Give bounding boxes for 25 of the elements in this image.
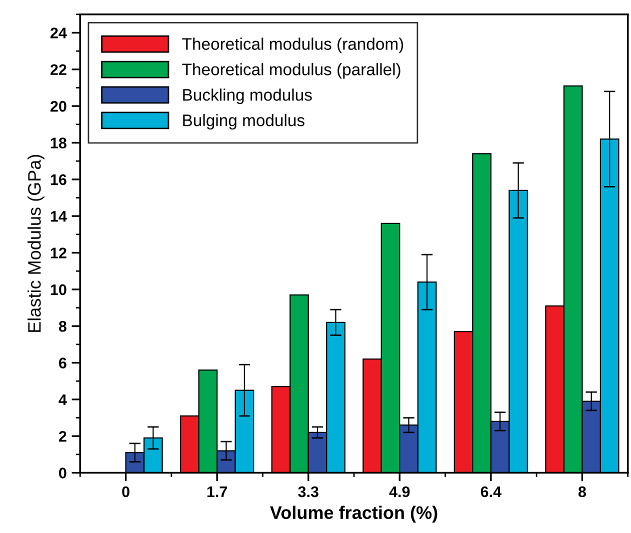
y-tick-label: 4: [58, 394, 67, 405]
legend-label: Theoretical modulus (parallel): [182, 63, 400, 79]
y-tick-label: 10: [50, 284, 66, 296]
x-tick-label: 8: [578, 486, 586, 498]
y-tick-label: 0: [59, 468, 66, 478]
y-tick-label: 12: [50, 248, 66, 258]
y-tick-label: 22: [50, 64, 66, 75]
y-tick-label: 8: [58, 320, 66, 332]
y-tick-label: 20: [50, 100, 66, 112]
y-tick-label: 24: [50, 28, 67, 38]
x-axis-title: Volume fraction (%): [270, 506, 438, 523]
x-tick-label: 6.4: [480, 486, 502, 498]
legend-label: Theoretical modulus (random): [182, 38, 404, 54]
y-tick-label: 14: [50, 211, 67, 222]
x-tick-label: 1.7: [207, 486, 228, 498]
y-tick-label: 16: [50, 174, 66, 186]
x-tick-label: 3.3: [298, 486, 318, 498]
y-axis-title: Elastic Modulus (GPa): [28, 154, 44, 332]
x-tick-label: 0: [122, 486, 130, 498]
y-tick-label: 2: [58, 430, 66, 442]
y-tick-label: 18: [50, 138, 66, 148]
legend-label: Buckling modulus: [183, 88, 312, 104]
y-tick-label: 6: [59, 358, 66, 368]
legend-label: Bulging modulus: [183, 114, 304, 130]
x-tick-label: 4.9: [389, 486, 410, 498]
